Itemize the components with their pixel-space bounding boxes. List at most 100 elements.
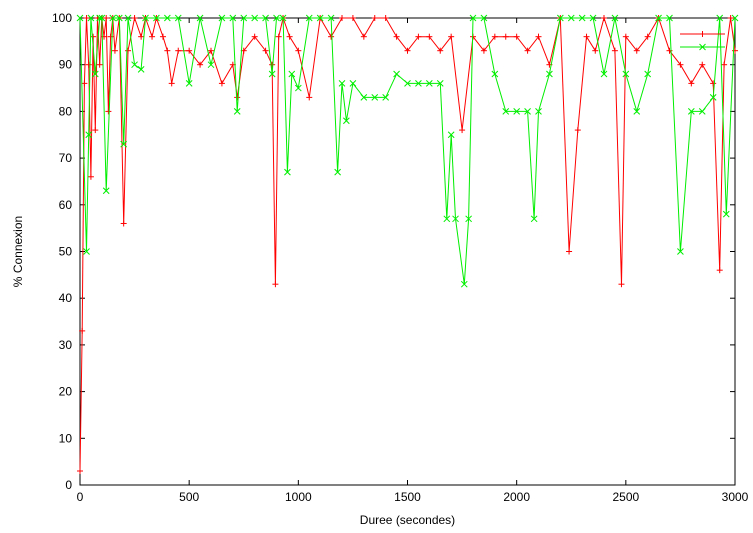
series-2-point	[284, 168, 291, 176]
series-1-point	[727, 15, 734, 21]
series-2-point	[535, 108, 542, 115]
series-2-point	[371, 94, 379, 101]
series-1-point	[448, 33, 455, 40]
series-2-point	[578, 14, 586, 22]
series-1-point	[138, 33, 145, 40]
series-2-point	[229, 14, 237, 22]
series-1-point	[164, 47, 171, 54]
series-1-point	[459, 127, 466, 134]
series-2-point	[491, 70, 499, 78]
series-1-point	[234, 94, 241, 101]
y-tick-label: 100	[52, 11, 72, 25]
series-1-point	[90, 33, 97, 40]
x-tick-label: 0	[77, 490, 84, 504]
series-2-point	[460, 280, 468, 288]
series-2-point	[655, 14, 662, 22]
series-2-point	[469, 14, 477, 22]
x-tick-label: 3000	[722, 490, 749, 504]
series-1-point	[120, 220, 127, 227]
x-tick-label: 500	[179, 490, 199, 504]
series-2-point	[109, 14, 117, 22]
series-1-point	[480, 47, 487, 54]
series-2-point	[425, 80, 433, 87]
series-1-point	[131, 15, 138, 21]
series-2-point	[436, 80, 444, 87]
series-1-point	[81, 80, 88, 87]
x-tick-label: 1500	[394, 490, 421, 504]
series-1-point	[328, 33, 335, 40]
series-1-point	[491, 33, 498, 40]
series-2-point	[480, 14, 488, 22]
series-1-point	[382, 15, 389, 21]
series-2-point	[502, 108, 510, 115]
x-tick-label: 1000	[285, 490, 312, 504]
y-tick-label: 80	[59, 104, 73, 118]
series-2-point	[273, 14, 280, 22]
series-1-point	[96, 61, 103, 68]
series-2-point	[716, 14, 724, 22]
series-1-point	[269, 61, 276, 68]
series-1-point	[295, 47, 302, 54]
series-1-line	[79, 16, 736, 472]
series-1-point	[105, 108, 112, 115]
series-1-point	[125, 47, 132, 54]
series-2-point	[349, 80, 357, 87]
series-2-point	[87, 14, 95, 22]
y-tick-label: 10	[59, 431, 73, 445]
series-2-point	[443, 215, 451, 223]
series-2-point	[124, 14, 132, 22]
series-2-point	[115, 14, 123, 22]
series-1-point	[262, 47, 269, 54]
series-1-point	[103, 15, 110, 21]
series-2	[76, 14, 739, 288]
x-tick-label: 2500	[612, 490, 639, 504]
series-1-point	[699, 61, 706, 68]
series-2-point	[633, 108, 641, 115]
series-1-point	[611, 47, 618, 54]
series-layer	[76, 14, 739, 474]
series-2-point	[611, 14, 619, 22]
series-2-point	[452, 215, 459, 223]
series-1-point	[218, 80, 225, 87]
series-1	[77, 15, 738, 474]
series-1-point	[426, 33, 433, 40]
series-2-point	[174, 14, 182, 22]
series-2-point	[404, 80, 411, 87]
series-2-point	[513, 108, 521, 115]
series-2-point	[153, 14, 160, 22]
series-1-point	[513, 33, 520, 40]
y-tick-label: 30	[59, 338, 73, 352]
series-2-point	[279, 14, 287, 22]
series-2-point	[131, 61, 138, 69]
series-2-point	[393, 70, 400, 78]
series-1-point	[208, 47, 214, 54]
series-1-point	[371, 15, 378, 21]
series-2-point	[76, 14, 84, 22]
plot-frame	[79, 17, 736, 486]
series-1-point	[688, 80, 695, 87]
series-1-point	[186, 47, 193, 54]
series-1-point	[149, 33, 156, 40]
y-tick-label: 40	[59, 291, 73, 305]
series-1-point	[415, 33, 422, 40]
series-2-point	[447, 131, 455, 139]
series-2-point	[327, 14, 335, 22]
series-1-point	[111, 47, 118, 54]
series-2-point	[622, 70, 630, 78]
series-1-point	[168, 80, 175, 87]
series-2-line	[79, 17, 736, 285]
series-1-point	[77, 467, 83, 474]
series-2-point	[709, 94, 717, 101]
series-1-point	[524, 47, 531, 54]
series-1-point	[92, 127, 99, 134]
series-2-point	[465, 215, 472, 223]
axis-ticks: 0 500 1000 1500 2000 2500 3000 0 10 20 30 40 50 60 70 8…	[52, 11, 749, 504]
series-1-point	[393, 33, 400, 40]
series-1-point	[716, 267, 723, 274]
series-2-point	[233, 108, 241, 115]
series-1-point	[732, 47, 738, 54]
series-2-point	[185, 80, 193, 87]
series-2-point	[268, 70, 276, 78]
series-2-point	[382, 94, 390, 101]
